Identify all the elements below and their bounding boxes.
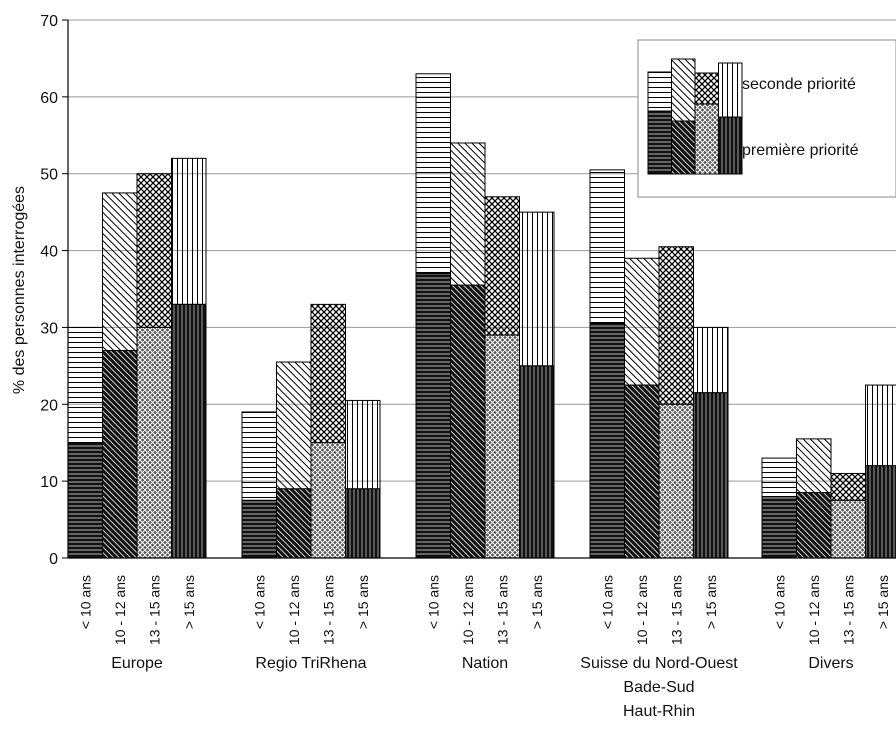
y-tick-label: 20 bbox=[40, 397, 58, 414]
age-tick-label: 13 - 15 ans bbox=[146, 575, 162, 645]
group-label: Haut-Rhin bbox=[623, 703, 695, 720]
age-tick-label: 10 - 12 ans bbox=[634, 575, 650, 645]
bar-first-priority bbox=[345, 488, 381, 559]
age-tick-label: 13 - 15 ans bbox=[668, 575, 684, 645]
bar-second-priority bbox=[830, 472, 866, 501]
age-tick-label: < 10 ans bbox=[771, 575, 787, 629]
bar-first-priority bbox=[450, 284, 486, 559]
bar-second-priority bbox=[171, 157, 207, 305]
bar-first-priority bbox=[830, 499, 866, 559]
legend-bars bbox=[647, 58, 743, 175]
legend: seconde priorité première priorité bbox=[637, 39, 896, 198]
bar-second-priority bbox=[136, 173, 172, 328]
legend-swatch-second bbox=[694, 72, 719, 105]
age-tick-label: 10 - 12 ans bbox=[806, 575, 822, 645]
group-label: Europe bbox=[111, 655, 163, 672]
bar-first-priority bbox=[415, 273, 451, 559]
legend-label-first: première priorité bbox=[742, 142, 859, 159]
group-label: Bade-Sud bbox=[623, 679, 694, 696]
age-tick-label: < 10 ans bbox=[599, 575, 615, 629]
bar-first-priority bbox=[310, 442, 346, 559]
y-tick-label: 0 bbox=[49, 551, 58, 568]
group-label: Divers bbox=[808, 655, 853, 672]
age-tick-label: 10 - 12 ans bbox=[286, 575, 302, 645]
bar-second-priority bbox=[624, 257, 660, 386]
age-tick-label: > 15 ans bbox=[703, 575, 719, 629]
bar-second-priority bbox=[67, 326, 103, 444]
bar-second-priority bbox=[658, 246, 694, 405]
bar-first-priority bbox=[102, 349, 138, 559]
y-tick-labels: 0 10 20 30 40 50 60 70 bbox=[40, 13, 58, 568]
bar-second-priority bbox=[276, 361, 312, 490]
age-tick-label: > 15 ans bbox=[529, 575, 545, 629]
group-label: Suisse du Nord-Ouest bbox=[580, 655, 738, 672]
bar-first-priority bbox=[136, 326, 172, 559]
bar-first-priority bbox=[624, 384, 660, 559]
y-tick-label: 40 bbox=[40, 244, 58, 261]
group-label: Nation bbox=[462, 655, 508, 672]
y-axis-label: % des personnes interrogées bbox=[11, 186, 28, 394]
legend-swatch-first bbox=[671, 120, 696, 175]
bar-first-priority bbox=[589, 323, 625, 559]
age-tick-label: > 15 ans bbox=[181, 575, 197, 629]
x-labels: < 10 ans 10 - 12 ans 13 - 15 ans > 15 ans Eu… bbox=[77, 575, 891, 720]
bar-second-priority bbox=[415, 73, 451, 275]
legend-swatch-second bbox=[671, 58, 696, 122]
bar-first-priority bbox=[693, 392, 729, 559]
legend-swatch-first bbox=[694, 103, 719, 175]
bar-second-priority bbox=[693, 326, 729, 394]
legend-swatch-second bbox=[647, 71, 672, 112]
bar-first-priority bbox=[276, 488, 312, 559]
age-tick-label: > 15 ans bbox=[875, 575, 891, 629]
bar-second-priority bbox=[450, 142, 486, 286]
axes bbox=[67, 20, 896, 559]
bar-first-priority bbox=[865, 465, 896, 559]
y-tick-label: 50 bbox=[40, 167, 58, 184]
bar-first-priority bbox=[67, 442, 103, 559]
bar-second-priority bbox=[589, 169, 625, 325]
bar-first-priority bbox=[484, 334, 520, 559]
age-tick-label: 10 - 12 ans bbox=[112, 575, 128, 645]
bar-second-priority bbox=[102, 192, 138, 351]
bars bbox=[67, 73, 896, 559]
bar-first-priority bbox=[658, 403, 694, 559]
age-tick-label: 10 - 12 ans bbox=[460, 575, 476, 645]
y-tick-label: 70 bbox=[40, 13, 58, 30]
y-tick-label: 60 bbox=[40, 90, 58, 107]
age-tick-label: < 10 ans bbox=[77, 575, 93, 629]
bar-second-priority bbox=[865, 384, 896, 467]
bar-first-priority bbox=[241, 499, 277, 559]
bar-second-priority bbox=[310, 303, 346, 444]
bar-first-priority bbox=[171, 303, 207, 559]
legend-swatch-first bbox=[647, 110, 672, 175]
y-tick-label: 30 bbox=[40, 320, 58, 337]
group-label: Regio TriRhena bbox=[255, 655, 366, 672]
bar-second-priority bbox=[519, 211, 555, 367]
bar-second-priority bbox=[484, 196, 520, 336]
legend-swatch-first bbox=[718, 116, 743, 175]
bar-second-priority bbox=[761, 457, 797, 498]
bar-first-priority bbox=[761, 496, 797, 559]
age-tick-label: < 10 ans bbox=[425, 575, 441, 629]
legend-label-second: seconde priorité bbox=[742, 76, 856, 93]
bar-first-priority bbox=[796, 492, 832, 559]
age-tick-label: 13 - 15 ans bbox=[320, 575, 336, 645]
bar-second-priority bbox=[345, 399, 381, 490]
age-tick-label: > 15 ans bbox=[355, 575, 371, 629]
bar-second-priority bbox=[241, 411, 277, 501]
bar-first-priority bbox=[519, 365, 555, 559]
age-tick-label: 13 - 15 ans bbox=[840, 575, 856, 645]
bar-second-priority bbox=[796, 438, 832, 494]
y-tick-label: 10 bbox=[40, 474, 58, 491]
age-tick-label: < 10 ans bbox=[251, 575, 267, 629]
age-tick-label: 13 - 15 ans bbox=[494, 575, 510, 645]
legend-swatch-second bbox=[718, 62, 743, 118]
